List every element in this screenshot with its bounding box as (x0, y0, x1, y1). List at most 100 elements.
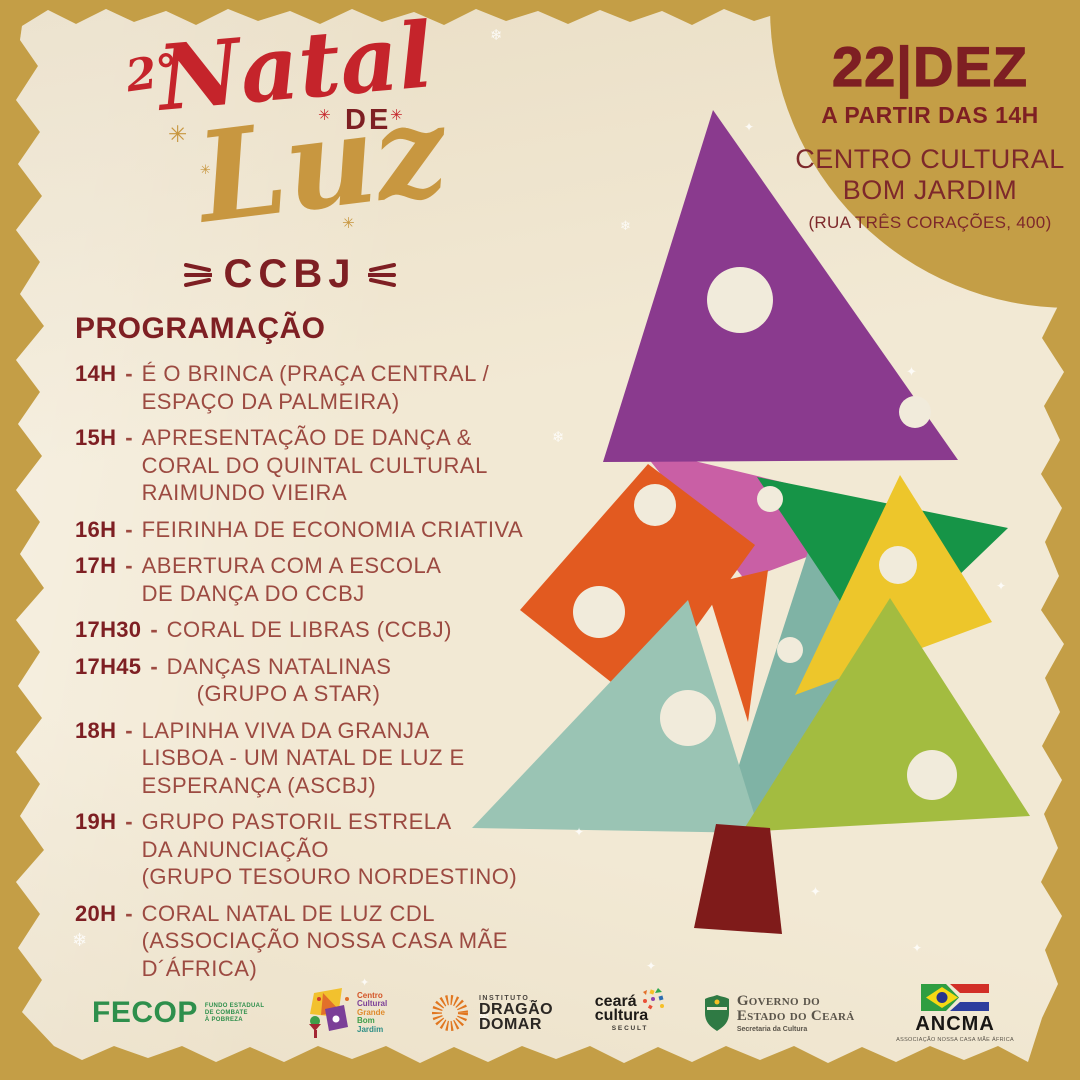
schedule-item: 14H - É O BRINCA (PRAÇA CENTRAL / ESPAÇO… (75, 360, 565, 415)
schedule-line: DA ANUNCIAÇÃO (141, 836, 330, 862)
tree-triangle-pink (640, 448, 920, 580)
sparkle-icon: ✳ (200, 163, 211, 178)
ceara-text: ceará cultura SECULT (594, 992, 649, 1032)
snowflake-icon: ❄ (72, 930, 88, 951)
schedule-time: 20H (75, 900, 117, 926)
dragao-text: INSTITUTO_ DRAGÃO DOMAR (478, 995, 554, 1033)
ornament (757, 486, 783, 512)
schedule-line: (GRUPO A STAR) (196, 681, 381, 706)
ceara-line: ceará (594, 992, 637, 1010)
ccgbj-line: Cultural (357, 999, 388, 1009)
schedule-dash: - (150, 653, 158, 679)
snowflake-icon: ❄ (620, 219, 631, 234)
schedule-line: GRUPO PASTORIL ESTRELA (141, 809, 452, 834)
schedule-line: DE DANÇA DO CCBJ (141, 580, 365, 606)
schedule-item: 17H - ABERTURA COM A ESCOLA DE DANÇA DO … (75, 552, 565, 607)
event-time: A PARTIR DAS 14H (821, 102, 1039, 128)
fecop-tag-line: À POBREZA (204, 1016, 243, 1023)
ornament (777, 637, 803, 663)
schedule-dash: - (125, 717, 133, 743)
schedule-lines: APRESENTAÇÃO DE DANÇA & CORAL DO QUINTAL… (142, 424, 488, 507)
venue-line1: CENTRO CULTURAL (795, 144, 1065, 174)
crest-icon (704, 995, 729, 1031)
schedule-line: APRESENTAÇÃO DE DANÇA & (141, 425, 472, 450)
dragao-line: DRAGÃO (478, 1000, 554, 1018)
schedule-line: ESPAÇO DA PALMEIRA) (141, 388, 400, 414)
chevron-left-icon (183, 262, 212, 287)
schedule-line: RAIMUNDO VIEIRA (141, 480, 348, 505)
schedule-dash: - (125, 361, 133, 386)
ancma-name: ANCMA (915, 1013, 995, 1035)
tree-triangle-olive (742, 598, 1030, 832)
schedule-lines: ABERTURA COM A ESCOLA DE DANÇA DO CCBJ (142, 552, 442, 607)
ancma-logo: ANCMA ASSOCIAÇÃO NOSSA CASA MÃE ÁFRICA (896, 983, 1014, 1043)
schedule-time: 14H (75, 361, 117, 386)
sparkle-icon: ✳ (390, 106, 403, 124)
schedule-time: 16H (75, 516, 117, 542)
star-icon: ✦ (810, 885, 821, 900)
chevron-right-icon (368, 262, 397, 287)
sponsor-logos: FECOP FUNDO ESTADUAL DE COMBATE À POBREZ… (92, 978, 1014, 1048)
ornament (879, 546, 917, 584)
fecop-tag-line: DE COMBATE (204, 1009, 248, 1016)
tree-triangle-yellow (795, 475, 992, 695)
schedule-time: 17H (75, 553, 117, 578)
ornament (907, 750, 957, 800)
schedule-line: FEIRINHA DE ECONOMIA CRIATIVA (141, 516, 524, 542)
ccbj-subtitle: CCBJ (223, 252, 357, 296)
schedule-lines: FEIRINHA DE ECONOMIA CRIATIVA (142, 516, 524, 544)
ccgbj-line: Centro (357, 990, 383, 1000)
ccbj-subtitle-row: CCBJ (170, 252, 410, 297)
tree-trunk (694, 824, 782, 934)
schedule-lines: GRUPO PASTORIL ESTRELA DA ANUNCIAÇÃO (GR… (142, 808, 518, 891)
title-de: DE (345, 104, 392, 136)
star-icon: ✦ (912, 941, 923, 955)
governo-line: Estado do Ceará (736, 1007, 855, 1024)
schedule-dash: - (125, 516, 133, 542)
schedule-item: 17H45 - DANÇAS NATALINAS (GRUPO A STAR) (75, 653, 565, 708)
star-icon: ✦ (646, 959, 657, 973)
event-info: 22|DEZ A PARTIR DAS 14H CENTRO CULTURAL … (780, 34, 1080, 233)
governo-ceara-logo: Governo do Estado do Ceará Secretaria da… (704, 993, 855, 1033)
flag-icon (921, 984, 990, 1011)
schedule-items: 14H - É O BRINCA (PRAÇA CENTRAL / ESPAÇO… (75, 360, 565, 982)
ccgbj-line: Bom (357, 1016, 375, 1026)
schedule-dash: - (125, 900, 133, 926)
schedule-line: CORAL DO QUINTAL CULTURAL (141, 452, 488, 478)
schedule-time: 17H45 (75, 653, 142, 679)
ccgbj-collage-icon (309, 988, 349, 1038)
schedule-lines: LAPINHA VIVA DA GRANJA LISBOA - UM NATAL… (142, 717, 465, 800)
schedule-dash: - (125, 553, 133, 578)
snowflake-icon: ❄ (402, 125, 412, 138)
schedule-line: CORAL NATAL DE LUZ CDL (141, 900, 435, 926)
ceara-secult: SECULT (611, 1024, 649, 1032)
ccgbj-logo: Centro Cultural Grande Bom Jardim (306, 986, 387, 1040)
schedule-time: 18H (75, 717, 117, 743)
dragao-do-mar-logo: INSTITUTO_ DRAGÃO DOMAR (429, 992, 553, 1034)
schedule-item: 16H - FEIRINHA DE ECONOMIA CRIATIVA (75, 516, 565, 544)
tree-shape-orange (520, 464, 755, 705)
schedule-line: DANÇAS NATALINAS (166, 653, 392, 679)
ceara-line: cultura (594, 1006, 649, 1024)
venue-line2: BOM JARDIM (842, 175, 1018, 205)
schedule-item: 15H - APRESENTAÇÃO DE DANÇA & CORAL DO Q… (75, 424, 565, 507)
sun-icon (431, 995, 468, 1031)
sparkle-icon: ✳ (318, 106, 331, 124)
schedule-line: (ASSOCIAÇÃO NOSSA CASA MÃE (141, 928, 508, 953)
ancma-tagline: ASSOCIAÇÃO NOSSA CASA MÃE ÁFRICA (896, 1037, 1014, 1043)
ccgbj-text: Centro Cultural Grande Bom Jardim (357, 990, 388, 1035)
fecop-logo: FECOP FUNDO ESTADUAL DE COMBATE À POBREZ… (92, 996, 264, 1030)
dragao-line: DOMAR (478, 1015, 542, 1033)
title-luz: Luz (190, 77, 454, 252)
fecop-name: FECOP (92, 996, 198, 1029)
schedule-lines: CORAL NATAL DE LUZ CDL (ASSOCIAÇÃO NOSSA… (142, 900, 508, 983)
schedule-line: CORAL DE LIBRAS (CCBJ) (166, 617, 452, 642)
schedule-time: 15H (75, 425, 117, 450)
schedule-lines: DANÇAS NATALINAS (GRUPO A STAR) (167, 653, 392, 708)
schedule-line: ABERTURA COM A ESCOLA (141, 553, 442, 578)
star-icon: ✦ (906, 365, 917, 380)
schedule-dash: - (150, 617, 158, 642)
ceara-cultura-logo: ceará cultura SECULT (594, 987, 665, 1032)
schedule-time: 19H (75, 809, 117, 834)
snowflake-icon: ❄ (478, 1008, 491, 1026)
